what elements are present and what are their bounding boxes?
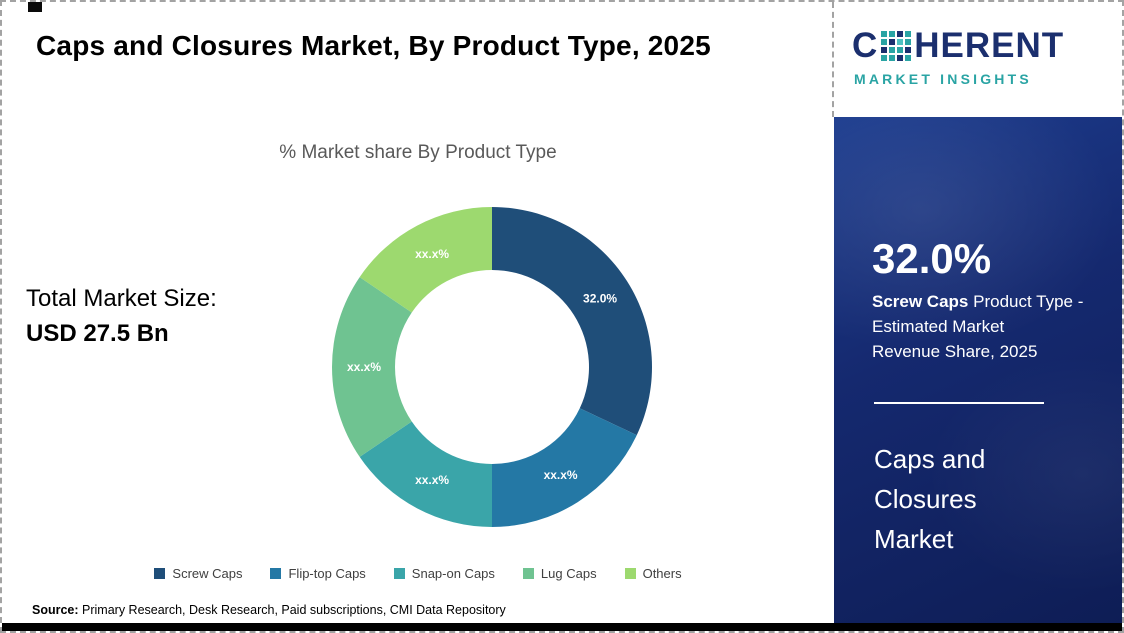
source-prefix: Source: bbox=[32, 603, 79, 617]
source-text: Primary Research, Desk Research, Paid su… bbox=[78, 603, 506, 617]
chart-legend: Screw Caps Flip-top Caps Snap-on Caps Lug C… bbox=[2, 566, 834, 581]
logo-mosaic-o-icon bbox=[881, 31, 912, 61]
donut-segment-others bbox=[359, 207, 492, 313]
legend-marker bbox=[522, 568, 534, 579]
legend-item: Snap-on Caps bbox=[393, 566, 495, 581]
donut-segment-flip-top-caps bbox=[492, 408, 637, 527]
chart-title: % Market share By Product Type bbox=[279, 142, 557, 163]
sidebar-stat-rest: Product Type - Estimated Market Revenue … bbox=[872, 292, 1084, 361]
donut-segment-screw-caps bbox=[492, 207, 652, 436]
page-title: Caps and Closures Market, By Product Typ… bbox=[36, 30, 711, 61]
legend-item: Flip-top Caps bbox=[270, 566, 366, 581]
company-logo: C HERENT MARKET INSIGHTS bbox=[852, 26, 1064, 87]
legend-marker bbox=[624, 568, 636, 579]
total-market-value: USD 27.5 Bn bbox=[26, 320, 169, 347]
donut-segment-label: xx.x% bbox=[415, 473, 449, 487]
corner-mark bbox=[28, 2, 42, 12]
sidebar-stat-description: Screw Caps Product Type - Estimated Mark… bbox=[872, 289, 1102, 364]
donut-segment-lug-caps bbox=[332, 277, 412, 457]
source-note: Source: Primary Research, Desk Research,… bbox=[32, 603, 506, 617]
legend-marker bbox=[393, 568, 405, 579]
legend-item: Screw Caps bbox=[154, 566, 242, 581]
legend-label: Snap-on Caps bbox=[411, 566, 495, 581]
logo-word-rest: HERENT bbox=[914, 26, 1065, 65]
sidebar-stat-value: 32.0% bbox=[872, 235, 992, 282]
sidebar-panel: 32.0% Screw Caps Product Type - Estimate… bbox=[834, 117, 1122, 627]
donut-segment-snap-on-caps bbox=[359, 421, 492, 527]
sidebar-stat-bold: Screw Caps bbox=[872, 292, 969, 311]
total-market-size: Total Market Size: USD 27.5 Bn bbox=[26, 285, 217, 348]
donut-segment-label: xx.x% bbox=[415, 247, 449, 261]
legend-marker bbox=[154, 568, 166, 579]
logo-tagline: MARKET INSIGHTS bbox=[854, 71, 1032, 87]
donut-segment-label: xx.x% bbox=[544, 468, 578, 482]
donut-segment-label: xx.x% bbox=[347, 360, 381, 374]
legend-label: Others bbox=[642, 566, 682, 581]
sidebar-market-name: Caps and Closures Market bbox=[874, 444, 986, 554]
bottom-bar bbox=[2, 623, 1122, 631]
logo-wordmark: C HERENT bbox=[852, 26, 1064, 66]
legend-item: Lug Caps bbox=[522, 566, 597, 581]
legend-marker bbox=[270, 568, 282, 579]
donut-chart-svg: 32.0% xx.x% xx.x% xx.x% xx.x% bbox=[332, 207, 652, 527]
total-market-label: Total Market Size: bbox=[26, 285, 217, 312]
sidebar-divider bbox=[874, 402, 1044, 404]
legend-label: Flip-top Caps bbox=[288, 566, 366, 581]
donut-chart: 32.0% xx.x% xx.x% xx.x% xx.x% bbox=[322, 197, 662, 537]
legend-label: Screw Caps bbox=[172, 566, 243, 581]
logo-letter-c: C bbox=[852, 26, 879, 65]
legend-label: Lug Caps bbox=[540, 566, 597, 581]
legend-item: Others bbox=[624, 566, 682, 581]
header-divider bbox=[832, 2, 834, 117]
donut-segment-label: 32.0% bbox=[583, 291, 617, 305]
